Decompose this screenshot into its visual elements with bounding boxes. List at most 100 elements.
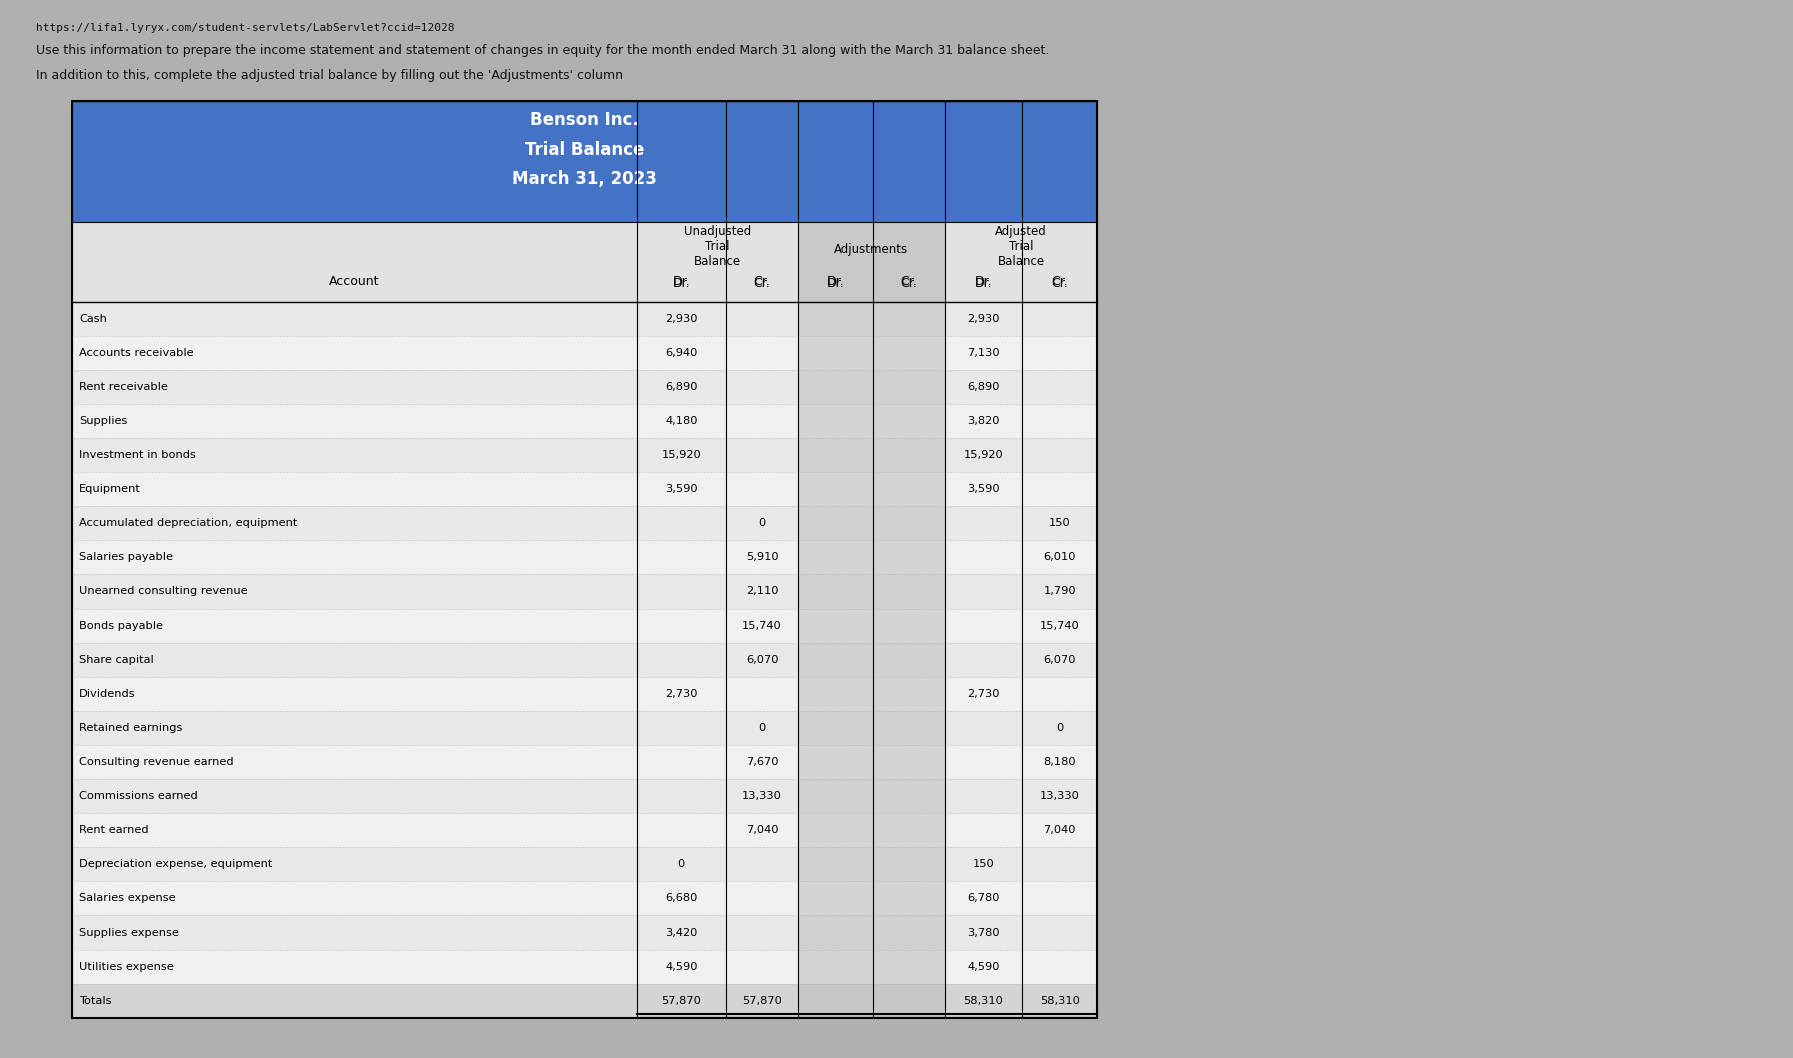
Text: 6,940: 6,940 [665,348,697,358]
Text: 150: 150 [972,859,995,870]
Bar [72,950,1097,984]
Bar [798,950,945,984]
Bar [72,541,1097,574]
Bar [798,984,945,1018]
Bar [798,438,945,472]
Bar [72,506,1097,541]
Text: 15,740: 15,740 [742,621,782,631]
Bar [72,369,1097,404]
Text: Dr.: Dr. [975,277,992,290]
Bar [798,506,945,541]
Bar [72,779,1097,814]
Text: 57,870: 57,870 [742,996,782,1006]
Text: 0: 0 [678,859,685,870]
Text: Adjustments: Adjustments [834,243,909,256]
Bar [72,101,1097,222]
Text: 2,930: 2,930 [665,313,697,324]
Bar [798,677,945,711]
Text: Use this information to prepare the income statement and statement of changes in: Use this information to prepare the inco… [36,44,1049,57]
Text: Unadjusted
Trial
Balance: Unadjusted Trial Balance [683,225,751,269]
Text: Dr.: Dr. [827,277,845,290]
Text: 15,740: 15,740 [1040,621,1079,631]
Text: 2,930: 2,930 [966,313,1000,324]
Bar [798,541,945,574]
Bar [72,881,1097,915]
Text: 3,590: 3,590 [966,485,1000,494]
Text: Trial Balance: Trial Balance [525,141,644,159]
Text: March 31, 2023: March 31, 2023 [513,170,656,188]
Text: 0: 0 [1056,723,1063,733]
Text: 3,780: 3,780 [966,928,1000,937]
Text: Unearned consulting revenue: Unearned consulting revenue [79,586,247,597]
Text: Cr.: Cr. [753,275,771,288]
Text: 0: 0 [758,723,766,733]
Bar [72,814,1097,847]
Text: 2,110: 2,110 [746,586,778,597]
Text: 13,330: 13,330 [1040,791,1079,801]
Text: 13,330: 13,330 [742,791,782,801]
Bar [798,814,945,847]
Text: 6,680: 6,680 [665,893,697,904]
Text: 2,730: 2,730 [966,689,1000,698]
Bar [798,574,945,608]
Text: 7,130: 7,130 [966,348,1000,358]
Bar [72,222,1097,302]
Text: Share capital: Share capital [79,655,154,664]
Bar [798,608,945,642]
Bar [798,404,945,438]
Bar [72,438,1097,472]
Text: Investment in bonds: Investment in bonds [79,450,195,460]
Text: 6,010: 6,010 [1044,552,1076,563]
Text: Adjusted
Trial
Balance: Adjusted Trial Balance [995,225,1047,269]
Text: Cash: Cash [79,313,108,324]
Bar [72,915,1097,950]
Bar [72,847,1097,881]
Bar [72,335,1097,369]
Bar [798,915,945,950]
Text: 5,910: 5,910 [746,552,778,563]
Bar [798,472,945,506]
Bar [72,574,1097,608]
Text: Salaries payable: Salaries payable [79,552,172,563]
Text: 2,730: 2,730 [665,689,697,698]
Text: 6,070: 6,070 [746,655,778,664]
Text: 58,310: 58,310 [963,996,1004,1006]
Text: 6,780: 6,780 [966,893,1000,904]
Text: Accumulated depreciation, equipment: Accumulated depreciation, equipment [79,518,298,528]
Bar [72,711,1097,745]
Text: Retained earnings: Retained earnings [79,723,183,733]
Bar [72,101,1097,1018]
Text: 4,590: 4,590 [966,962,1000,971]
Text: Cr.: Cr. [753,277,771,290]
Bar [798,711,945,745]
Bar [798,847,945,881]
Bar [72,984,1097,1018]
Bar [72,404,1097,438]
Bar [798,302,945,335]
Text: 15,920: 15,920 [662,450,701,460]
Text: Accounts receivable: Accounts receivable [79,348,194,358]
Bar [798,369,945,404]
Bar [798,881,945,915]
Text: 150: 150 [1049,518,1070,528]
Text: 6,890: 6,890 [665,382,697,391]
Text: Dr.: Dr. [672,277,690,290]
Text: 58,310: 58,310 [1040,996,1079,1006]
Bar [72,745,1097,779]
Text: Cr.: Cr. [1051,277,1069,290]
Bar [72,472,1097,506]
Text: https://lifa1.lyryx.com/student-servlets/LabServlet?ccid=12028: https://lifa1.lyryx.com/student-servlets… [36,23,454,33]
Text: 1,790: 1,790 [1044,586,1076,597]
Bar [72,677,1097,711]
Bar [798,222,945,302]
Text: Account: Account [328,275,380,288]
Text: Dr.: Dr. [827,275,845,288]
Text: Rent receivable: Rent receivable [79,382,169,391]
Bar [72,302,1097,335]
Text: Dr.: Dr. [975,275,992,288]
Text: 3,590: 3,590 [665,485,697,494]
Text: Equipment: Equipment [79,485,142,494]
Text: 0: 0 [758,518,766,528]
Text: Dr.: Dr. [672,275,690,288]
Text: 4,180: 4,180 [665,416,697,426]
